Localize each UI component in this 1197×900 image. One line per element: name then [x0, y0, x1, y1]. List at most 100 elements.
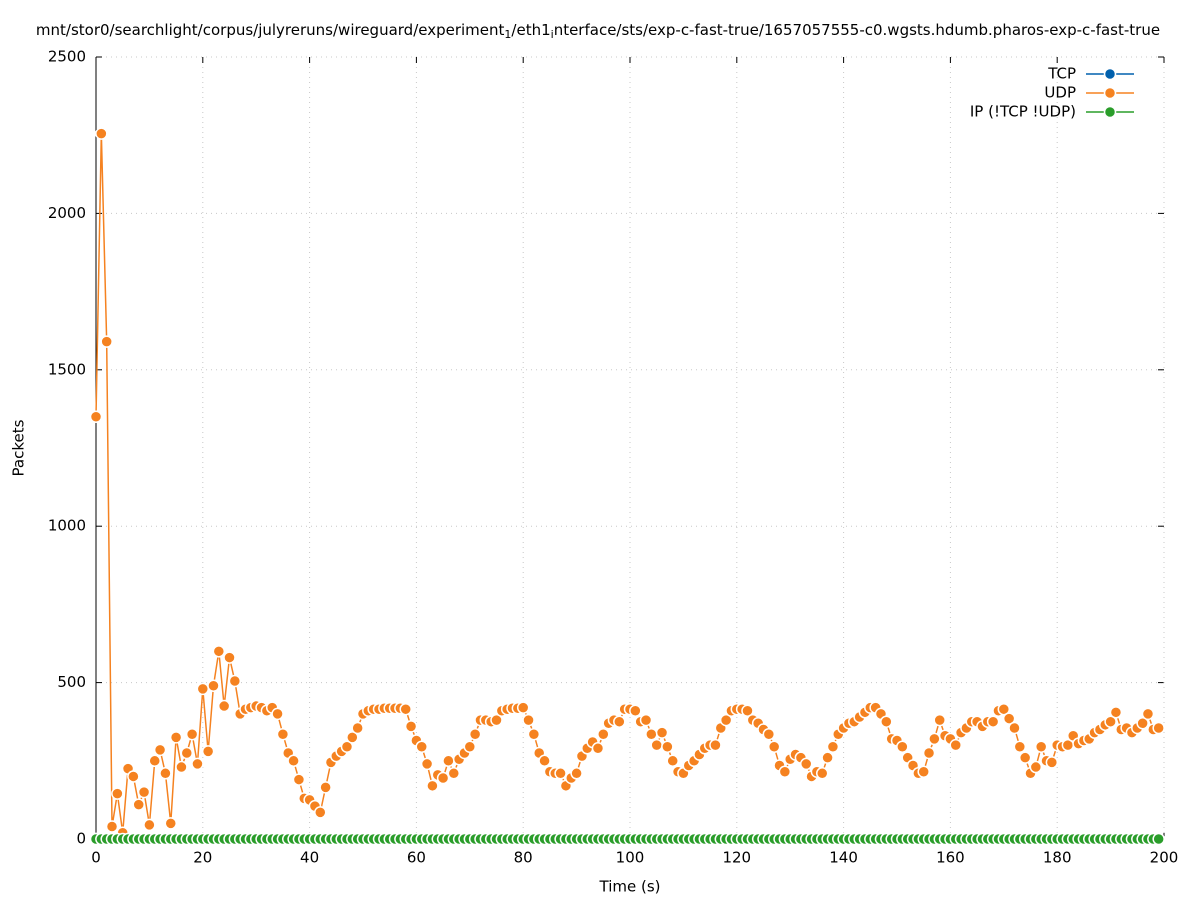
data-point: [212, 645, 226, 658]
data-point: [1018, 751, 1032, 764]
data-point: [175, 760, 188, 774]
data-point: [319, 781, 332, 794]
data-point: [468, 727, 482, 741]
data-point: [346, 731, 359, 744]
data-point: [127, 770, 140, 783]
data-point: [148, 754, 161, 768]
data-point: [271, 707, 284, 721]
data-point: [661, 740, 674, 753]
data-point: [613, 715, 626, 728]
data-point: [228, 674, 242, 688]
y-tick-label: 2000: [48, 204, 86, 222]
data-point: [276, 727, 290, 741]
data-point: [463, 740, 477, 753]
data-point: [997, 702, 1011, 716]
data-point: [666, 754, 679, 768]
data-point: [292, 773, 306, 786]
legend-label: UDP: [1044, 84, 1076, 102]
data-point: [655, 726, 669, 739]
data-point: [180, 746, 194, 760]
data-point: [709, 738, 722, 752]
data-point: [1002, 712, 1016, 725]
data-point: [143, 818, 156, 832]
data-point: [516, 701, 530, 714]
x-tick-label: 140: [829, 849, 858, 867]
data-point: [826, 740, 840, 753]
title-part: mnt/stor0/searchlight/corpus/julyreruns/…: [36, 21, 505, 39]
legend-label: IP (!TCP !UDP): [970, 103, 1076, 121]
x-tick-label: 0: [91, 849, 101, 867]
data-point: [436, 771, 450, 785]
data-point: [196, 682, 210, 696]
data-point: [287, 754, 300, 768]
data-point: [314, 806, 327, 819]
legend-marker: [1103, 105, 1117, 119]
data-point: [105, 820, 119, 833]
data-point: [821, 751, 834, 764]
data-point: [719, 713, 733, 727]
data-point: [404, 720, 418, 733]
y-axis-label: Packets: [10, 419, 28, 476]
chart-title: mnt/stor0/searchlight/corpus/julyreruns/…: [36, 21, 1160, 42]
data-point: [629, 704, 642, 718]
data-point: [89, 410, 103, 423]
data-point: [591, 742, 605, 755]
data-point: [650, 738, 663, 752]
legend-marker: [1103, 67, 1117, 81]
data-point: [933, 713, 946, 727]
data-point: [986, 715, 1000, 728]
data-point: [639, 713, 653, 727]
data-point: [538, 754, 551, 768]
data-point: [1034, 740, 1048, 753]
data-point: [447, 767, 461, 780]
data-point: [415, 740, 428, 753]
x-tick-label: 200: [1150, 849, 1179, 867]
data-point: [217, 699, 231, 713]
data-point: [420, 757, 434, 771]
data-point: [778, 765, 792, 778]
data-point: [1109, 706, 1123, 719]
data-point: [442, 754, 455, 768]
data-point: [351, 721, 364, 735]
data-point: [522, 713, 535, 727]
x-tick-label: 60: [407, 849, 426, 867]
legend-marker: [1103, 86, 1117, 100]
x-tick-label: 20: [193, 849, 212, 867]
title-subscript: 1: [504, 28, 511, 41]
data-point: [928, 732, 941, 746]
data-point: [100, 335, 113, 348]
data-point: [1152, 721, 1165, 735]
legend-label: TCP: [1047, 65, 1076, 83]
x-tick-label: 180: [1043, 849, 1072, 867]
data-point: [922, 746, 936, 760]
data-point: [153, 743, 167, 757]
data-point: [1104, 715, 1117, 728]
title-part: /eth1: [511, 21, 550, 39]
data-point: [917, 765, 930, 778]
data-point: [164, 817, 178, 830]
data-point: [223, 651, 236, 664]
data-point: [554, 767, 567, 780]
data-point: [597, 727, 610, 741]
data-point: [1045, 756, 1059, 769]
data-point: [570, 767, 583, 780]
data-point: [159, 767, 172, 780]
data-point: [799, 757, 813, 771]
data-point: [1013, 740, 1027, 753]
data-point: [201, 745, 215, 758]
data-point: [132, 798, 145, 811]
x-axis-label: Time (s): [599, 878, 661, 896]
y-tick-label: 1500: [48, 360, 86, 378]
x-tick-label: 160: [936, 849, 965, 867]
data-point: [762, 727, 776, 741]
data-point: [815, 767, 829, 780]
y-tick-label: 500: [57, 673, 86, 691]
data-point: [741, 704, 754, 718]
data-point: [1152, 832, 1165, 846]
data-point: [1136, 717, 1149, 730]
data-point: [95, 127, 108, 140]
data-point: [1141, 707, 1155, 721]
data-point: [207, 679, 220, 692]
data-point: [137, 785, 151, 799]
